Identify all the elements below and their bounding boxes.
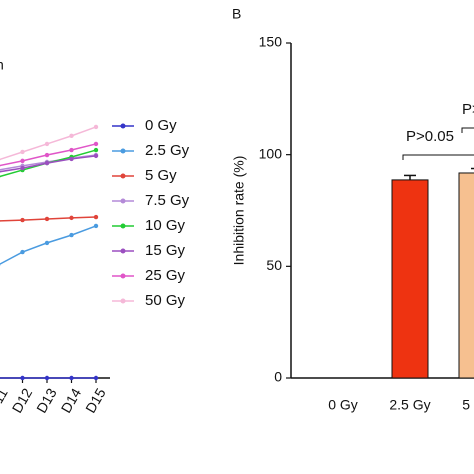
annotation: P>0.05: [462, 101, 474, 118]
data-point: [93, 147, 99, 153]
data-point: [44, 216, 50, 222]
significance-bracket: [402, 154, 474, 160]
x-tick-label: D11: [0, 385, 11, 415]
data-point: [20, 158, 25, 164]
data-point: [69, 232, 74, 238]
legend-marker: [120, 273, 126, 279]
x-tick-label: D14: [58, 385, 85, 415]
y-tick-label: 0: [274, 369, 282, 385]
data-point: [44, 375, 50, 381]
data-point: [93, 214, 99, 220]
x-tick-label: 0 Gy: [328, 397, 358, 413]
legend-marker: [120, 198, 126, 204]
legend-marker: [120, 123, 126, 129]
x-tick-label: 2.5 Gy: [389, 397, 430, 413]
legend-marker: [120, 298, 126, 304]
legend-label: 25 Gy: [145, 267, 186, 284]
data-point: [20, 375, 25, 381]
data-point: [69, 215, 74, 221]
data-point: [20, 249, 25, 255]
data-point: [20, 165, 25, 171]
panel-label: B: [232, 6, 241, 22]
data-point: [44, 152, 50, 158]
data-point: [20, 217, 25, 223]
legend-label: 10 Gy: [145, 217, 186, 234]
data-point: [69, 375, 74, 381]
legend-label: 5 Gy: [145, 167, 177, 184]
x-tick-label: 5 Gy: [462, 397, 474, 413]
bar: [391, 179, 429, 379]
x-tick-label: D12: [9, 385, 36, 415]
y-tick-label: 100: [259, 145, 283, 161]
data-point: [93, 375, 99, 381]
data-point: [44, 240, 50, 246]
y-axis-label: Inhibition rate (%): [231, 156, 247, 266]
x-tick-label: D13: [33, 385, 60, 415]
legend-label: 2.5 Gy: [145, 142, 190, 159]
data-point: [69, 147, 74, 153]
legend-marker: [120, 223, 126, 229]
chart-title: n: [0, 57, 4, 73]
series-line: [0, 225, 97, 265]
data-point: [69, 156, 74, 162]
legend-label: 50 Gy: [145, 292, 186, 309]
bar: [458, 172, 474, 379]
significance-bracket: [461, 127, 474, 133]
legend-marker: [120, 148, 126, 154]
data-point: [44, 160, 50, 166]
data-point: [69, 133, 74, 139]
data-point: [93, 141, 99, 147]
data-point: [44, 141, 50, 147]
legend-label: 0 Gy: [145, 117, 177, 134]
legend-label: 7.5 Gy: [145, 192, 190, 209]
data-point: [20, 149, 25, 155]
data-point: [93, 223, 99, 229]
legend-marker: [120, 248, 126, 254]
data-point: [93, 124, 99, 130]
y-tick-label: 150: [259, 34, 283, 50]
legend-label: 15 Gy: [145, 242, 186, 259]
legend-marker: [120, 173, 126, 179]
y-tick-label: 50: [266, 257, 282, 273]
annotation: P>0.05: [406, 128, 454, 145]
data-point: [93, 153, 99, 159]
x-tick-label: D15: [82, 385, 109, 415]
